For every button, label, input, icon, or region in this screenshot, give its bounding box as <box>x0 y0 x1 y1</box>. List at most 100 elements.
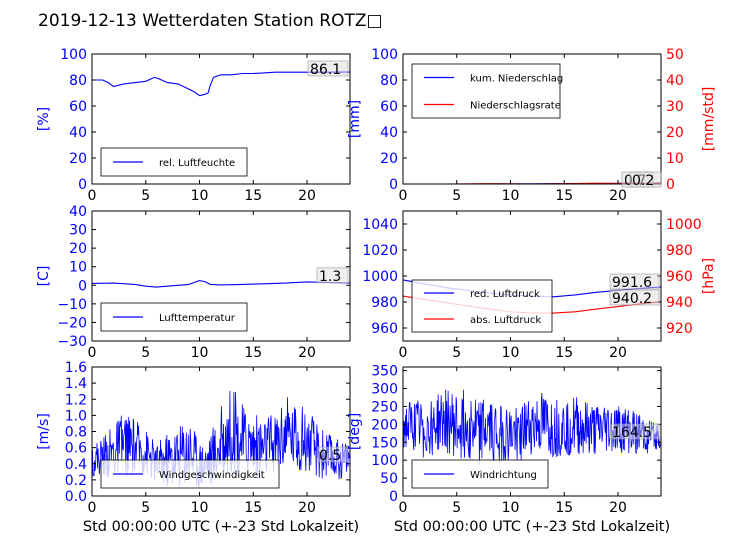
figure-title: 2019-12-13 Wetterdaten Station ROTZ□ <box>38 11 383 31</box>
y-tick-label: 80 <box>69 73 87 89</box>
value-annotation: 0.2 <box>632 173 654 189</box>
y-tick-label: −20 <box>57 315 87 331</box>
legend: Windrichtung <box>411 459 549 489</box>
x-tick-label: 10 <box>502 345 520 361</box>
panel-precipitation: 0 5 10 15 20 0 20 40 60 80 100 0 10 20 30 40 50 [mm] [mm/s… <box>347 47 717 204</box>
legend-box <box>411 459 549 489</box>
series-group-winddirection <box>403 389 661 465</box>
y-axis-label: [C] <box>36 266 52 287</box>
y-tick-label: 0.4 <box>65 457 87 473</box>
panel-pressure: 0 5 10 15 20 960 980 1000 1020 1040 920 940 960 980 10… <box>362 210 717 361</box>
series-line-lufttemperatur <box>92 280 350 288</box>
x-tick-label: 15 <box>555 500 573 516</box>
x-tick-label: 20 <box>609 345 627 361</box>
legend: red. Luftdruck abs. Luftdruck <box>411 279 553 333</box>
x-tick-label: 10 <box>502 188 520 204</box>
y-right-tick-label: 20 <box>666 125 684 141</box>
x-tick-label: 15 <box>244 500 262 516</box>
y-tick-label: 0 <box>389 177 398 193</box>
x-tick-label: 5 <box>141 188 150 204</box>
y-tick-label: 1040 <box>362 217 398 233</box>
legend-label: kum. Niederschlag <box>470 74 563 85</box>
x-tick-label: 0 <box>399 188 408 204</box>
y-tick-label: 100 <box>60 47 87 63</box>
legend-label: Windgeschwindigkeit <box>159 470 265 481</box>
legend: kum. Niederschlag Niederschlagsrate <box>411 63 563 119</box>
x-tick-label: 0 <box>88 500 97 516</box>
value-annotation-box <box>316 267 349 284</box>
series-line-windrichtung <box>403 389 661 465</box>
y-right-tick-label: 50 <box>666 47 684 63</box>
legend-label: Windrichtung <box>470 470 537 481</box>
value-annotation-box <box>316 446 349 463</box>
x-axis-label: Std 00:00:00 UTC (+-23 Std Lokalzeit) <box>394 519 670 535</box>
value-annotation-box <box>609 273 660 290</box>
value-annotation: 86.1 <box>310 62 341 78</box>
y-tick-label: 300 <box>371 382 398 398</box>
y-tick-label: 10 <box>69 260 87 276</box>
legend-box <box>411 279 553 333</box>
y-tick-label: 0 <box>78 278 87 294</box>
y-right-tick-label: 960 <box>666 269 693 285</box>
panel-temperature: 0 5 10 15 20 −30 −20 −10 0 10 20 30 40 [C] Lufttempera… <box>36 204 351 361</box>
legend: rel. Luftfeuchte <box>100 147 248 177</box>
legend-label: red. Luftdruck <box>470 289 540 300</box>
y-tick-label: 960 <box>371 321 398 337</box>
y-tick-label: 20 <box>69 151 87 167</box>
x-tick-label: 20 <box>298 500 316 516</box>
value-annotation: 940.2 <box>612 291 652 307</box>
series-line-rel-luftfeuchte <box>92 71 350 97</box>
x-tick-label: 20 <box>298 345 316 361</box>
y-tick-label: 1.2 <box>65 392 87 408</box>
x-tick-label: 10 <box>191 345 209 361</box>
x-tick-label: 10 <box>502 500 520 516</box>
x-tick-label: 10 <box>191 500 209 516</box>
panel-windspeed: 0 5 10 15 20 0.00.20.40.60.81.01.21.41.6 [m/s]… <box>36 360 359 535</box>
y-tick-label: 0.0 <box>65 489 87 505</box>
y-tick-label: 50 <box>380 471 398 487</box>
y-tick-label: 0.2 <box>65 473 87 489</box>
y-right-tick-label: 980 <box>666 243 693 259</box>
y-tick-label: 0 <box>389 489 398 505</box>
y-axis-label: [m/s] <box>36 413 52 450</box>
value-annotation: 0.5 <box>319 448 341 464</box>
series-group-windspeed <box>92 390 350 488</box>
y-right-tick-label: 920 <box>666 321 693 337</box>
y-tick-label: 40 <box>69 125 87 141</box>
value-annotation: 1.3 <box>319 269 341 285</box>
x-tick-label: 15 <box>555 188 573 204</box>
x-tick-label: 5 <box>141 345 150 361</box>
y-tick-label: −10 <box>57 297 87 313</box>
y-tick-label: 60 <box>69 99 87 115</box>
x-tick-label: 5 <box>141 500 150 516</box>
y-tick-label: 0 <box>78 177 87 193</box>
y-tick-label: 1000 <box>362 269 398 285</box>
axes-frame <box>91 53 351 185</box>
legend-label: Niederschlagsrate <box>470 101 561 112</box>
legend-box <box>411 63 561 119</box>
series-line-windgeschwindigkeit <box>92 390 350 488</box>
series-group-temperature <box>92 280 350 288</box>
value-annotation-box <box>609 423 660 440</box>
value-annotation-box <box>629 171 662 188</box>
y-tick-label: 100 <box>371 453 398 469</box>
legend: Windgeschwindigkeit <box>100 459 280 489</box>
y-tick-label: 980 <box>371 295 398 311</box>
x-tick-label: 15 <box>244 345 262 361</box>
y-axis-label: [mm] <box>347 100 363 138</box>
y-tick-label: 200 <box>371 417 398 433</box>
y-tick-label: 0.8 <box>65 425 87 441</box>
y-tick-label: 40 <box>69 204 87 220</box>
x-tick-label: 20 <box>609 188 627 204</box>
y-axis-label: [%] <box>36 107 52 131</box>
x-tick-label: 0 <box>399 500 408 516</box>
y-tick-label: 20 <box>380 151 398 167</box>
x-tick-label: 0 <box>399 345 408 361</box>
y-tick-label: 1.6 <box>65 360 87 376</box>
x-tick-label: 5 <box>452 188 461 204</box>
x-tick-label: 0 <box>88 345 97 361</box>
axes-frame <box>91 210 351 342</box>
legend-label: Lufttemperatur <box>159 313 236 324</box>
